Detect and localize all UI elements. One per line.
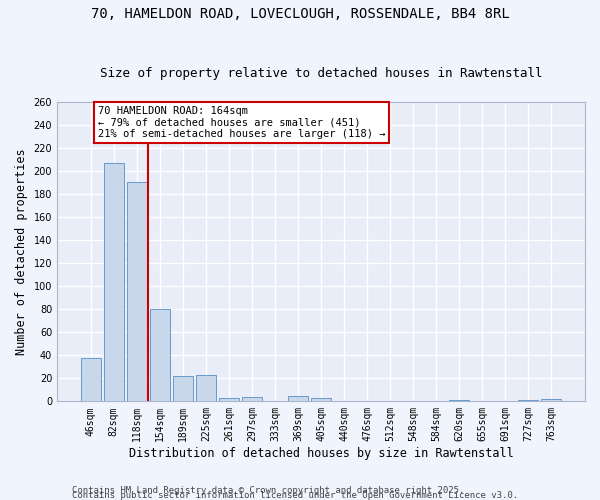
Text: Contains HM Land Registry data © Crown copyright and database right 2025.: Contains HM Land Registry data © Crown c… [72, 486, 464, 495]
Bar [81, 358, 101, 402]
Bar [449, 400, 469, 402]
Text: Contains public sector information licensed under the Open Government Licence v3: Contains public sector information licen… [72, 490, 518, 500]
Bar [104, 162, 124, 402]
Bar [288, 396, 308, 402]
Bar [541, 399, 561, 402]
Bar [173, 376, 193, 402]
X-axis label: Distribution of detached houses by size in Rawtenstall: Distribution of detached houses by size … [128, 447, 514, 460]
Title: Size of property relative to detached houses in Rawtenstall: Size of property relative to detached ho… [100, 66, 542, 80]
Bar [196, 375, 216, 402]
Bar [127, 182, 146, 402]
Bar [150, 309, 170, 402]
Bar [518, 400, 538, 402]
Text: 70 HAMELDON ROAD: 164sqm
← 79% of detached houses are smaller (451)
21% of semi-: 70 HAMELDON ROAD: 164sqm ← 79% of detach… [98, 106, 385, 140]
Bar [219, 398, 239, 402]
Text: 70, HAMELDON ROAD, LOVECLOUGH, ROSSENDALE, BB4 8RL: 70, HAMELDON ROAD, LOVECLOUGH, ROSSENDAL… [91, 8, 509, 22]
Bar [311, 398, 331, 402]
Y-axis label: Number of detached properties: Number of detached properties [15, 148, 28, 354]
Bar [242, 396, 262, 402]
